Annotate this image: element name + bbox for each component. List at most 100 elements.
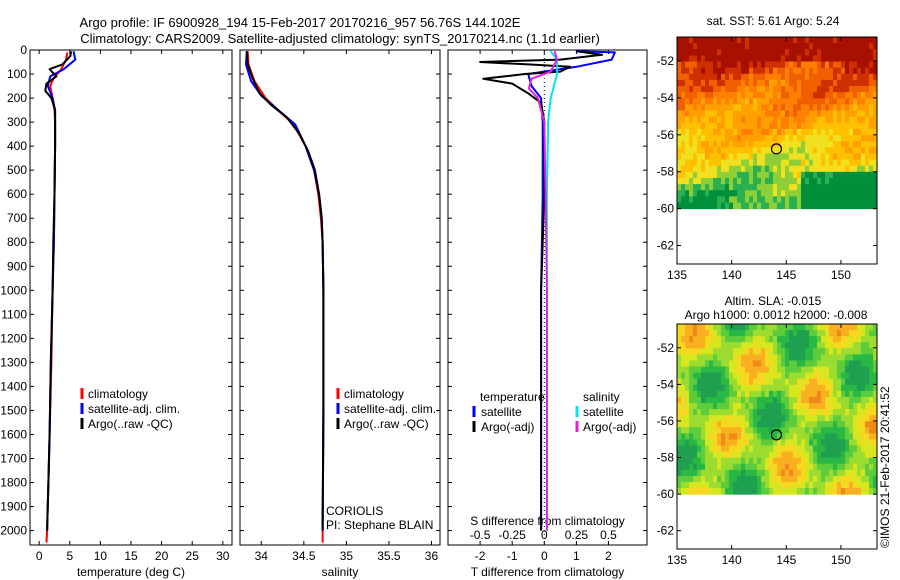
heatmap-cell [713, 342, 718, 349]
heatmap-cell [809, 354, 814, 361]
heatmap-cell [733, 421, 738, 428]
heatmap-cell [761, 110, 766, 118]
heatmap-cell [793, 135, 798, 142]
heatmap-cell [853, 67, 858, 75]
heatmap-cell [837, 354, 842, 361]
heatmap-cell [813, 171, 818, 179]
heatmap-cell [809, 366, 814, 374]
series-line-temperature-argo-adj- [479, 50, 604, 531]
heatmap-cell [825, 336, 830, 343]
heatmap-cell [793, 73, 798, 81]
heatmap-cell [841, 342, 846, 349]
heatmap-cell [713, 457, 718, 465]
heatmap-cell [845, 104, 850, 112]
heatmap-cell [857, 451, 862, 459]
heatmap-cell [717, 439, 722, 447]
heatmap-cell [705, 61, 710, 69]
heatmap-cell [853, 73, 858, 81]
heatmap-cell [705, 196, 710, 203]
heatmap-cell [845, 37, 850, 44]
heatmap-cell [737, 463, 742, 471]
heatmap-cell [873, 348, 878, 355]
heatmap-cell [717, 366, 722, 374]
heatmap-cell [849, 360, 854, 368]
top-x-tick-label: -0.25 [499, 528, 527, 542]
heatmap-cell [857, 378, 862, 386]
heatmap-cell [749, 451, 754, 459]
heatmap-cell [869, 159, 874, 167]
heatmap-cell [805, 153, 810, 161]
heatmap-cell [845, 177, 850, 185]
heatmap-cell [757, 481, 762, 489]
heatmap-cell [789, 427, 794, 434]
heatmap-cell [761, 366, 766, 374]
heatmap-cell [801, 409, 806, 416]
heatmap-cell [813, 135, 818, 142]
heatmap-cell [677, 372, 682, 380]
heatmap-cell [777, 439, 782, 447]
heatmap-cell [713, 135, 718, 142]
heatmap-cell [817, 86, 822, 93]
heatmap-cell [789, 488, 794, 495]
heatmap-cell [801, 433, 806, 440]
heatmap-cell [745, 457, 750, 465]
heatmap-cell [793, 330, 798, 337]
heatmap-cell [853, 202, 858, 210]
x-tick-label: 20 [155, 549, 169, 563]
heatmap-cell [809, 451, 814, 459]
heatmap-cell [757, 153, 762, 161]
heatmap-cell [681, 481, 686, 489]
heatmap-cell [809, 110, 814, 118]
heatmap-cell [821, 184, 826, 191]
heatmap-cell [805, 390, 810, 398]
heatmap-cell [821, 451, 826, 459]
heatmap-cell [801, 451, 806, 459]
heatmap-cell [813, 324, 818, 331]
plot-frame [239, 49, 441, 546]
heatmap-cell [773, 92, 778, 99]
heatmap-cell [717, 469, 722, 477]
heatmap-cell [837, 37, 842, 44]
heatmap-cell [753, 463, 758, 471]
heatmap-cell [849, 61, 854, 69]
heatmap-cell [717, 141, 722, 148]
heatmap-cell [749, 342, 754, 349]
heatmap-cell [701, 366, 706, 374]
heatmap-cell [781, 336, 786, 343]
heatmap-cell [733, 348, 738, 355]
heatmap-cell [713, 141, 718, 148]
heatmap-cell [713, 390, 718, 398]
heatmap-cell [685, 67, 690, 75]
heatmap-cell [841, 336, 846, 343]
heatmap-cell [689, 445, 694, 453]
heatmap-cell [801, 488, 806, 495]
heatmap-cell [757, 141, 762, 148]
heatmap-cell [701, 457, 706, 465]
heatmap-cell [741, 153, 746, 161]
heatmap-cell [849, 342, 854, 349]
heatmap-cell [713, 202, 718, 210]
heatmap-cell [753, 79, 758, 87]
heatmap-cell [689, 196, 694, 203]
heatmap-cell [701, 415, 706, 422]
heatmap-cell [677, 366, 682, 374]
heatmap-cell [697, 384, 702, 392]
heatmap-cell [773, 342, 778, 349]
heatmap-cell [773, 135, 778, 142]
heatmap-cell [701, 122, 706, 130]
heatmap-cell [829, 481, 834, 489]
heatmap-cell [737, 92, 742, 99]
heatmap-cell [773, 384, 778, 392]
heatmap-cell [717, 98, 722, 105]
heatmap-cell [869, 55, 874, 63]
heatmap-cell [789, 61, 794, 69]
heatmap-cell [861, 141, 866, 148]
heatmap-cell [817, 177, 822, 185]
heatmap-cell [681, 67, 686, 75]
heatmap-cell [809, 481, 814, 489]
heatmap-cell [717, 433, 722, 440]
heatmap-cell [693, 415, 698, 422]
heatmap-cell [689, 43, 694, 50]
heatmap-cell [721, 451, 726, 459]
heatmap-cell [741, 79, 746, 87]
